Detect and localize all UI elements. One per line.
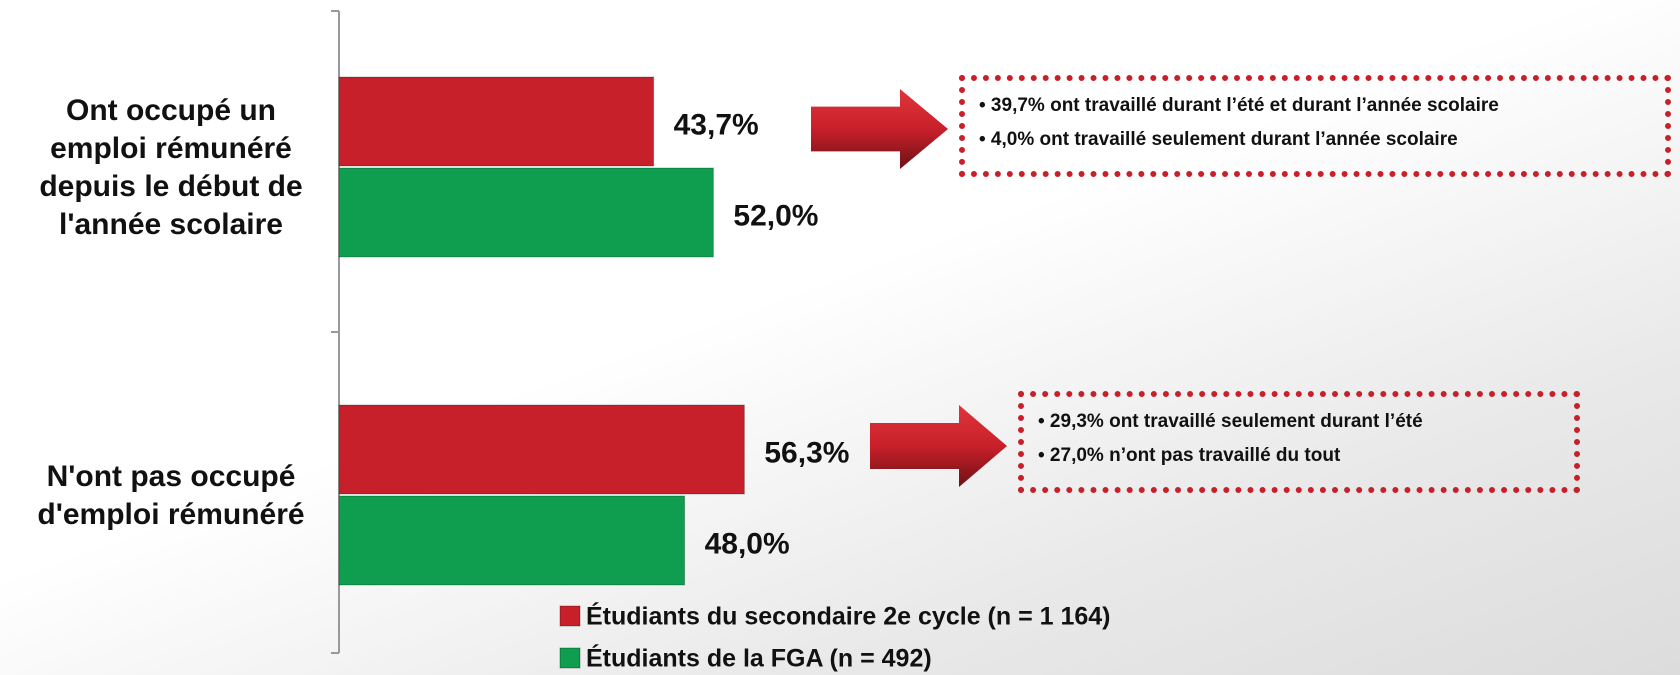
category-label: N'ont pas occupé d'emploi rémunéré: [37, 460, 305, 531]
value-label: 52,0%: [733, 199, 818, 232]
annotation-text: • 4,0% ont travaillé seulement durant l’…: [979, 129, 1458, 150]
bar: [338, 167, 714, 258]
legend-swatch: [559, 647, 581, 669]
annotation-box: • 29,3% ont travaillé seulement durant l…: [1018, 391, 1580, 493]
annotation-text: • 39,7% ont travaillé durant l’été et du…: [979, 95, 1499, 116]
arrow: [870, 405, 1007, 487]
value-label: 43,7%: [674, 108, 759, 141]
value-label: 48,0%: [705, 527, 790, 560]
value-label: 56,3%: [764, 436, 849, 469]
bar: [338, 76, 655, 167]
legend-label: Étudiants du secondaire 2e cycle (n = 1 …: [586, 602, 1111, 631]
annotation-text: • 29,3% ont travaillé seulement durant l…: [1038, 411, 1423, 432]
bar: [338, 404, 745, 495]
legend-swatch: [559, 605, 581, 627]
arrow: [811, 89, 948, 169]
annotation-box: • 39,7% ont travaillé durant l’été et du…: [959, 75, 1671, 177]
annotation-text: • 27,0% n’ont pas travaillé du tout: [1038, 445, 1341, 466]
legend-label: Étudiants de la FGA (n = 492): [586, 644, 932, 673]
category-label: Ont occupé un emploi rémunéré depuis le …: [39, 94, 303, 241]
bar: [338, 495, 686, 586]
